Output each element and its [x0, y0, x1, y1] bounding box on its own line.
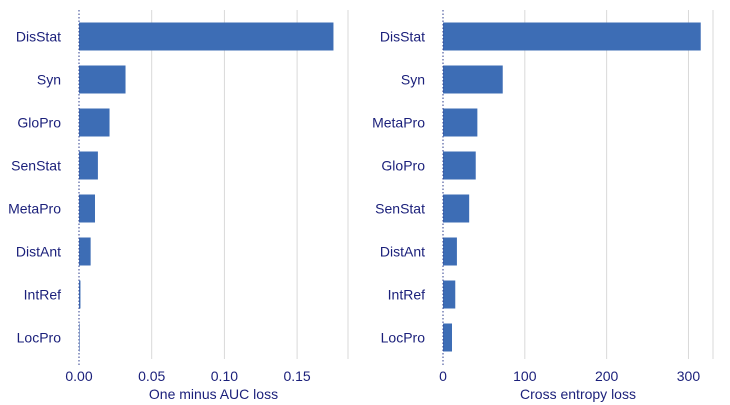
category-label-0-DistAnt: DistAnt — [16, 244, 61, 260]
bar-1-GloPro — [443, 151, 476, 180]
x-tick-label-1-2: 200 — [595, 368, 619, 384]
category-label-1-DisStat: DisStat — [380, 29, 425, 45]
bar-1-IntRef — [443, 280, 456, 309]
bar-1-MetaPro — [443, 108, 478, 137]
bar-0-LocPro — [79, 323, 80, 352]
x-axis-title-1: Cross entropy loss — [520, 386, 636, 402]
bar-0-DisStat — [79, 22, 334, 51]
category-label-0-LocPro: LocPro — [17, 330, 62, 346]
category-label-0-Syn: Syn — [37, 72, 61, 88]
bar-0-SenStat — [79, 151, 98, 180]
x-tick-label-1-1: 100 — [513, 368, 537, 384]
x-axis-title-0: One minus AUC loss — [149, 386, 278, 402]
x-tick-label-0-1: 0.05 — [138, 368, 165, 384]
category-label-0-GloPro: GloPro — [17, 115, 61, 131]
category-label-0-SenStat: SenStat — [11, 158, 61, 174]
category-label-1-GloPro: GloPro — [381, 158, 425, 174]
bar-0-MetaPro — [79, 194, 95, 223]
category-label-0-IntRef: IntRef — [24, 287, 61, 303]
x-tick-label-1-0: 0 — [439, 368, 447, 384]
bar-1-DistAnt — [443, 237, 457, 266]
bar-0-DistAnt — [79, 237, 91, 266]
category-label-1-MetaPro: MetaPro — [372, 115, 425, 131]
category-label-0-MetaPro: MetaPro — [8, 201, 61, 217]
x-tick-label-0-2: 0.10 — [211, 368, 238, 384]
bar-1-LocPro — [443, 323, 452, 352]
category-label-1-IntRef: IntRef — [388, 287, 425, 303]
category-label-1-LocPro: LocPro — [381, 330, 426, 346]
category-label-1-Syn: Syn — [401, 72, 425, 88]
x-tick-label-1-3: 300 — [677, 368, 701, 384]
x-tick-label-0-3: 0.15 — [283, 368, 310, 384]
category-label-1-SenStat: SenStat — [375, 201, 425, 217]
bar-0-GloPro — [79, 108, 110, 137]
bar-1-Syn — [443, 65, 503, 94]
bar-1-DisStat — [443, 22, 701, 51]
bar-0-Syn — [79, 65, 126, 94]
bar-0-IntRef — [79, 280, 81, 309]
category-label-1-DistAnt: DistAnt — [380, 244, 425, 260]
x-tick-label-0-0: 0.00 — [65, 368, 92, 384]
category-label-0-DisStat: DisStat — [16, 29, 61, 45]
bar-1-SenStat — [443, 194, 470, 223]
